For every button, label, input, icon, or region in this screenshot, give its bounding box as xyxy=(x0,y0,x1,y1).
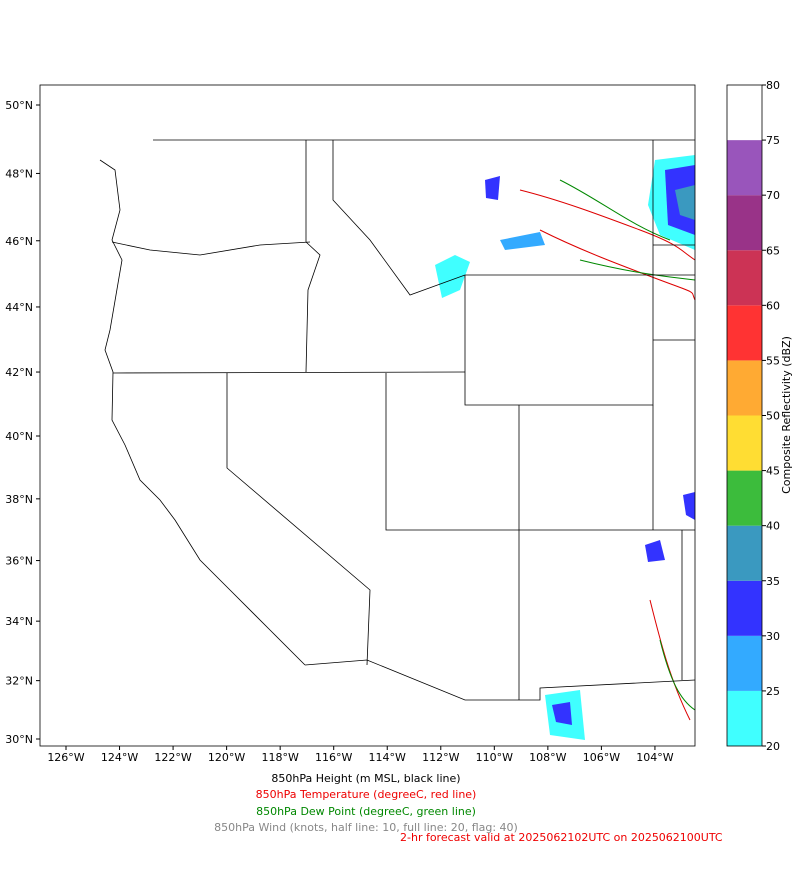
colorbar-bin xyxy=(727,635,762,691)
colorbar-bin xyxy=(727,690,762,746)
colorbar-tick-label: 20 xyxy=(766,740,780,753)
map-features xyxy=(99,139,696,740)
lon-tick-label: 104°W xyxy=(636,751,673,764)
lat-tick-label: 40°N xyxy=(5,430,33,443)
lon-tick-label: 108°W xyxy=(529,751,566,764)
lon-tick-label: 106°W xyxy=(583,751,620,764)
colorbar-tick-label: 30 xyxy=(766,630,780,643)
lon-tick-label: 112°W xyxy=(422,751,459,764)
map-frame xyxy=(39,84,696,747)
caption-height: 850hPa Height (m MSL, black line) xyxy=(271,772,460,785)
colorbar-tick-label: 80 xyxy=(766,79,780,92)
caption-dew-point: 850hPa Dew Point (degreeC, green line) xyxy=(256,805,476,818)
lat-tick-label: 42°N xyxy=(5,366,33,379)
lon-tick-label: 120°W xyxy=(208,751,245,764)
lat-tick-label: 38°N xyxy=(5,493,33,506)
lon-tick-label: 124°W xyxy=(101,751,138,764)
lat-tick-label: 46°N xyxy=(5,235,33,248)
colorbar-tick-label: 70 xyxy=(766,189,780,202)
colorbar-bin xyxy=(727,85,762,141)
colorbar-bin xyxy=(727,360,762,416)
lon-tick-label: 116°W xyxy=(315,751,352,764)
colorbar-bin xyxy=(727,580,762,636)
colorbar-bin xyxy=(727,525,762,581)
colorbar-bin xyxy=(727,250,762,306)
colorbar-tick-label: 75 xyxy=(766,134,780,147)
lat-tick-label: 32°N xyxy=(5,675,33,688)
colorbar-tick-label: 45 xyxy=(766,465,780,478)
colorbar-tick-label: 55 xyxy=(766,354,780,367)
lat-tick-label: 44°N xyxy=(5,301,33,314)
lat-tick-label: 34°N xyxy=(5,615,33,628)
colorbar-tick-label: 35 xyxy=(766,575,780,588)
colorbar-bin xyxy=(727,470,762,526)
lon-tick-label: 114°W xyxy=(369,751,406,764)
lat-tick-label: 48°N xyxy=(5,167,33,180)
lon-tick-label: 126°W xyxy=(47,751,84,764)
caption-forecast: 2-hr forecast valid at 2025062102UTC on … xyxy=(400,831,723,844)
colorbar-tick-label: 65 xyxy=(766,244,780,257)
colorbar-bin xyxy=(727,305,762,361)
lon-tick-label: 110°W xyxy=(476,751,513,764)
colorbar-bin xyxy=(727,195,762,251)
lat-tick-label: 50°N xyxy=(5,99,33,112)
colorbar-tick-label: 25 xyxy=(766,685,780,698)
caption-wind: 850hPa Wind (knots, half line: 10, full … xyxy=(214,821,518,834)
colorbar-bin xyxy=(727,415,762,471)
colorbar-tick-label: 60 xyxy=(766,299,780,312)
lon-tick-label: 122°W xyxy=(154,751,191,764)
colorbar-tick-label: 40 xyxy=(766,520,780,533)
caption-temperature: 850hPa Temperature (degreeC, red line) xyxy=(256,788,477,801)
lat-tick-label: 30°N xyxy=(5,733,33,746)
colorbar-bin xyxy=(727,140,762,196)
colorbar-label: Composite Reflectivity (dBZ) xyxy=(780,336,793,494)
lat-tick-label: 36°N xyxy=(5,555,33,568)
lon-tick-label: 118°W xyxy=(261,751,298,764)
colorbar-tick-label: 50 xyxy=(766,410,780,423)
